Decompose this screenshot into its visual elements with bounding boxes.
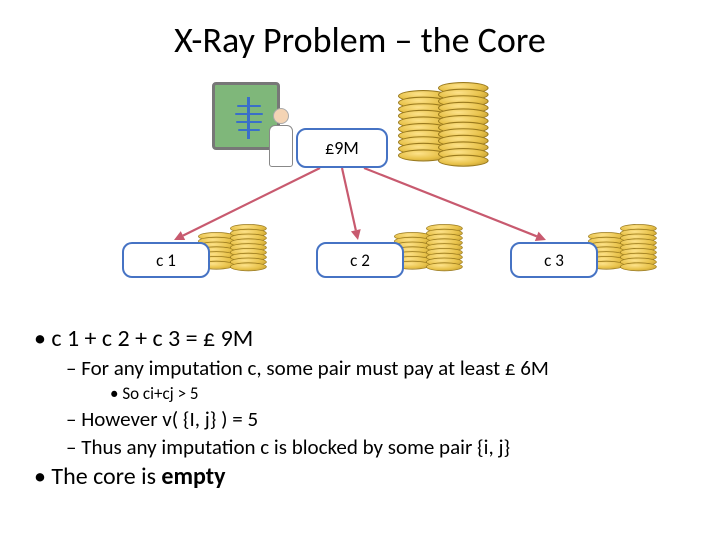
core-empty-bold: empty [161,462,225,491]
bullets: c 1 + c 2 + c 3 = £ 9M For any imputatio… [34,324,694,493]
node-c2: c 2 [316,242,404,278]
bullet-pair-6m: For any imputation c, some pair must pay… [66,355,694,381]
bullet-core-empty: The core is empty [34,462,694,491]
arrow-icon [364,168,546,241]
bullet-sum: c 1 + c 2 + c 3 = £ 9M [34,324,694,353]
diagram-area: £9M c 1 c 2 c 3 [0,82,720,292]
arrow-icon [342,168,361,240]
node-c1-label: c 1 [156,250,176,271]
bullet-so: So ci+cj > 5 [110,383,694,404]
node-c3-label: c 3 [544,250,564,271]
node-c2-label: c 2 [350,250,370,271]
node-c1: c 1 [122,242,210,278]
core-text: The core is [51,462,161,491]
node-total-label: £9M [325,137,359,159]
bullet-thus: Thus any imputation c is blocked by some… [66,434,694,460]
arrow-icon [174,168,320,240]
page-title: X-Ray Problem – the Core [0,0,720,62]
node-c3: c 3 [510,242,598,278]
node-total: £9M [296,128,388,168]
bullet-however: However v( {I, j} ) = 5 [66,406,694,432]
